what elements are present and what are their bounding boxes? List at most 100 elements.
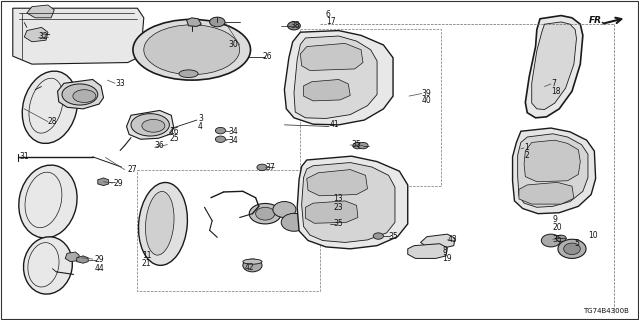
Polygon shape	[294, 36, 377, 118]
Text: 35: 35	[388, 232, 398, 241]
Text: 35: 35	[553, 235, 563, 244]
Polygon shape	[519, 182, 574, 204]
Polygon shape	[77, 256, 88, 263]
Text: 40: 40	[422, 96, 431, 105]
Text: 39: 39	[422, 89, 431, 98]
Ellipse shape	[216, 127, 225, 134]
Polygon shape	[58, 79, 104, 109]
Polygon shape	[307, 170, 367, 196]
Text: 34: 34	[228, 136, 239, 145]
Polygon shape	[284, 31, 393, 125]
Polygon shape	[408, 244, 447, 259]
Polygon shape	[524, 140, 580, 182]
Ellipse shape	[73, 90, 96, 102]
Text: 19: 19	[442, 254, 452, 263]
Ellipse shape	[216, 136, 225, 142]
Text: 35: 35	[333, 220, 343, 228]
Polygon shape	[187, 18, 202, 27]
Ellipse shape	[210, 17, 225, 27]
Text: 20: 20	[553, 223, 563, 232]
Text: 30: 30	[228, 40, 239, 50]
Ellipse shape	[564, 243, 580, 255]
Ellipse shape	[257, 164, 267, 171]
Ellipse shape	[556, 235, 566, 242]
Ellipse shape	[243, 259, 262, 272]
Text: 33: 33	[115, 79, 125, 88]
Polygon shape	[303, 79, 350, 101]
Text: 32: 32	[38, 32, 48, 42]
Ellipse shape	[358, 142, 368, 149]
Ellipse shape	[24, 237, 72, 294]
Ellipse shape	[22, 71, 77, 143]
Text: 29: 29	[95, 254, 104, 264]
Text: 26: 26	[262, 52, 271, 61]
Text: 16: 16	[170, 127, 179, 136]
Ellipse shape	[373, 233, 383, 239]
Ellipse shape	[145, 191, 174, 255]
Text: 43: 43	[447, 236, 457, 244]
Text: 28: 28	[48, 117, 58, 126]
Text: 27: 27	[128, 165, 138, 174]
Polygon shape	[532, 22, 577, 109]
Ellipse shape	[255, 207, 275, 220]
Polygon shape	[300, 44, 363, 70]
Text: 31: 31	[19, 152, 29, 161]
Polygon shape	[98, 178, 109, 186]
Ellipse shape	[179, 70, 198, 77]
Polygon shape	[27, 5, 54, 18]
Text: 29: 29	[114, 179, 124, 188]
Polygon shape	[127, 110, 174, 139]
Text: 7: 7	[551, 79, 556, 88]
Text: 8: 8	[442, 246, 447, 255]
Ellipse shape	[321, 221, 330, 227]
Polygon shape	[305, 201, 358, 223]
Text: 35: 35	[351, 140, 361, 149]
Bar	[300, 29, 441, 186]
Ellipse shape	[138, 182, 188, 265]
Ellipse shape	[62, 84, 98, 105]
Ellipse shape	[541, 234, 561, 247]
Text: 9: 9	[553, 215, 557, 224]
Polygon shape	[24, 28, 48, 42]
Text: 37: 37	[265, 163, 275, 172]
Polygon shape	[13, 8, 144, 64]
Polygon shape	[297, 156, 408, 249]
Ellipse shape	[131, 114, 170, 136]
Text: 34: 34	[228, 127, 239, 136]
Text: 10: 10	[588, 231, 598, 240]
Bar	[138, 170, 319, 291]
Ellipse shape	[19, 165, 77, 238]
Text: 44: 44	[95, 264, 104, 273]
Text: 17: 17	[326, 18, 335, 27]
Polygon shape	[420, 234, 455, 248]
Text: 42: 42	[244, 262, 253, 272]
Text: 41: 41	[329, 120, 339, 129]
Text: 18: 18	[551, 87, 561, 96]
Polygon shape	[65, 252, 79, 262]
Text: 5: 5	[574, 239, 579, 248]
Text: TG74B4300B: TG74B4300B	[583, 308, 628, 314]
Text: 23: 23	[333, 203, 343, 212]
Ellipse shape	[249, 204, 281, 224]
Text: 6: 6	[326, 10, 331, 19]
Text: 13: 13	[333, 195, 343, 204]
Text: 36: 36	[155, 141, 164, 150]
Text: 25: 25	[170, 134, 179, 143]
Ellipse shape	[353, 142, 363, 149]
Ellipse shape	[144, 25, 239, 75]
Ellipse shape	[287, 22, 300, 30]
Text: 3: 3	[198, 114, 203, 123]
Polygon shape	[301, 163, 395, 243]
Ellipse shape	[273, 202, 296, 218]
Text: 11: 11	[142, 252, 152, 260]
Text: 4: 4	[198, 122, 203, 131]
Polygon shape	[518, 134, 588, 207]
Ellipse shape	[142, 119, 165, 132]
Polygon shape	[525, 16, 583, 118]
Text: 2: 2	[524, 151, 529, 160]
Ellipse shape	[133, 20, 250, 80]
Ellipse shape	[281, 213, 307, 231]
Ellipse shape	[243, 259, 262, 264]
Text: FR.: FR.	[589, 16, 605, 25]
Text: 1: 1	[524, 143, 529, 152]
